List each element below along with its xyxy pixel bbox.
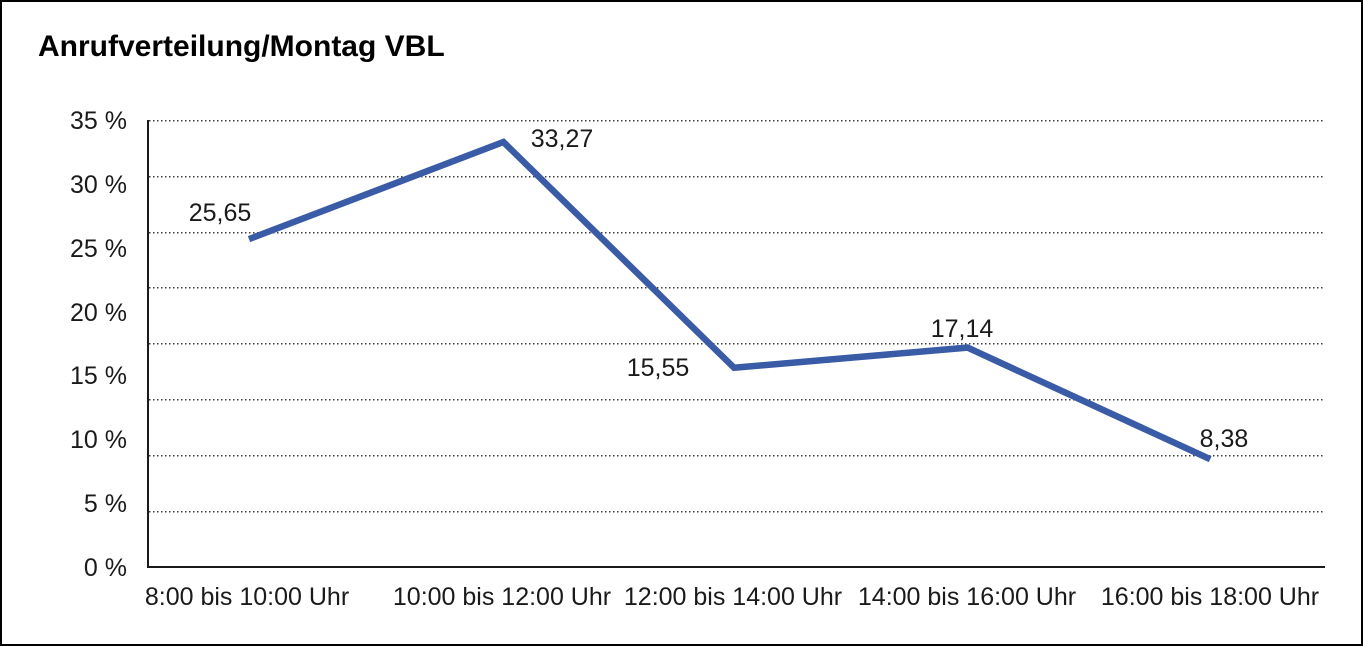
gridline	[149, 455, 1325, 457]
line-series-svg	[247, 138, 1212, 463]
gridline	[149, 232, 1325, 234]
y-axis-tick-15: 15 %	[70, 362, 127, 390]
y-axis-tick-0: 0 %	[83, 554, 127, 582]
gridline	[149, 511, 1325, 513]
value-label-3: 15,55	[626, 354, 690, 382]
y-axis-tick-30: 30 %	[70, 171, 127, 199]
value-label-5: 8,38	[1199, 425, 1249, 453]
x-axis-tick-2: 10:00 bis 12:00 Uhr	[392, 583, 612, 611]
value-label-1: 25,65	[188, 199, 252, 227]
x-axis-tick-1: 8:00 bis 10:00 Uhr	[144, 583, 350, 611]
y-axis-tick-10: 10 %	[70, 426, 127, 454]
y-axis-tick-25: 25 %	[70, 235, 127, 263]
gridline	[149, 176, 1325, 178]
gridline	[149, 287, 1325, 289]
x-axis-tick-5: 16:00 bis 18:00 Uhr	[1100, 583, 1320, 611]
value-label-2: 33,27	[530, 125, 594, 153]
chart-title: Anrufverteilung/Montag VBL	[38, 30, 445, 63]
value-label-4: 17,14	[930, 315, 994, 343]
y-axis-tick-5: 5 %	[83, 490, 127, 518]
data-line	[247, 138, 1212, 463]
gridline	[149, 343, 1325, 345]
y-axis-tick-35: 35 %	[70, 107, 127, 135]
y-axis-tick-20: 20 %	[70, 299, 127, 327]
gridline	[149, 399, 1325, 401]
gridline	[149, 120, 1325, 122]
x-axis-tick-4: 14:00 bis 16:00 Uhr	[857, 583, 1077, 611]
x-axis-tick-3: 12:00 bis 14:00 Uhr	[623, 583, 843, 611]
plot-area	[147, 120, 1325, 568]
